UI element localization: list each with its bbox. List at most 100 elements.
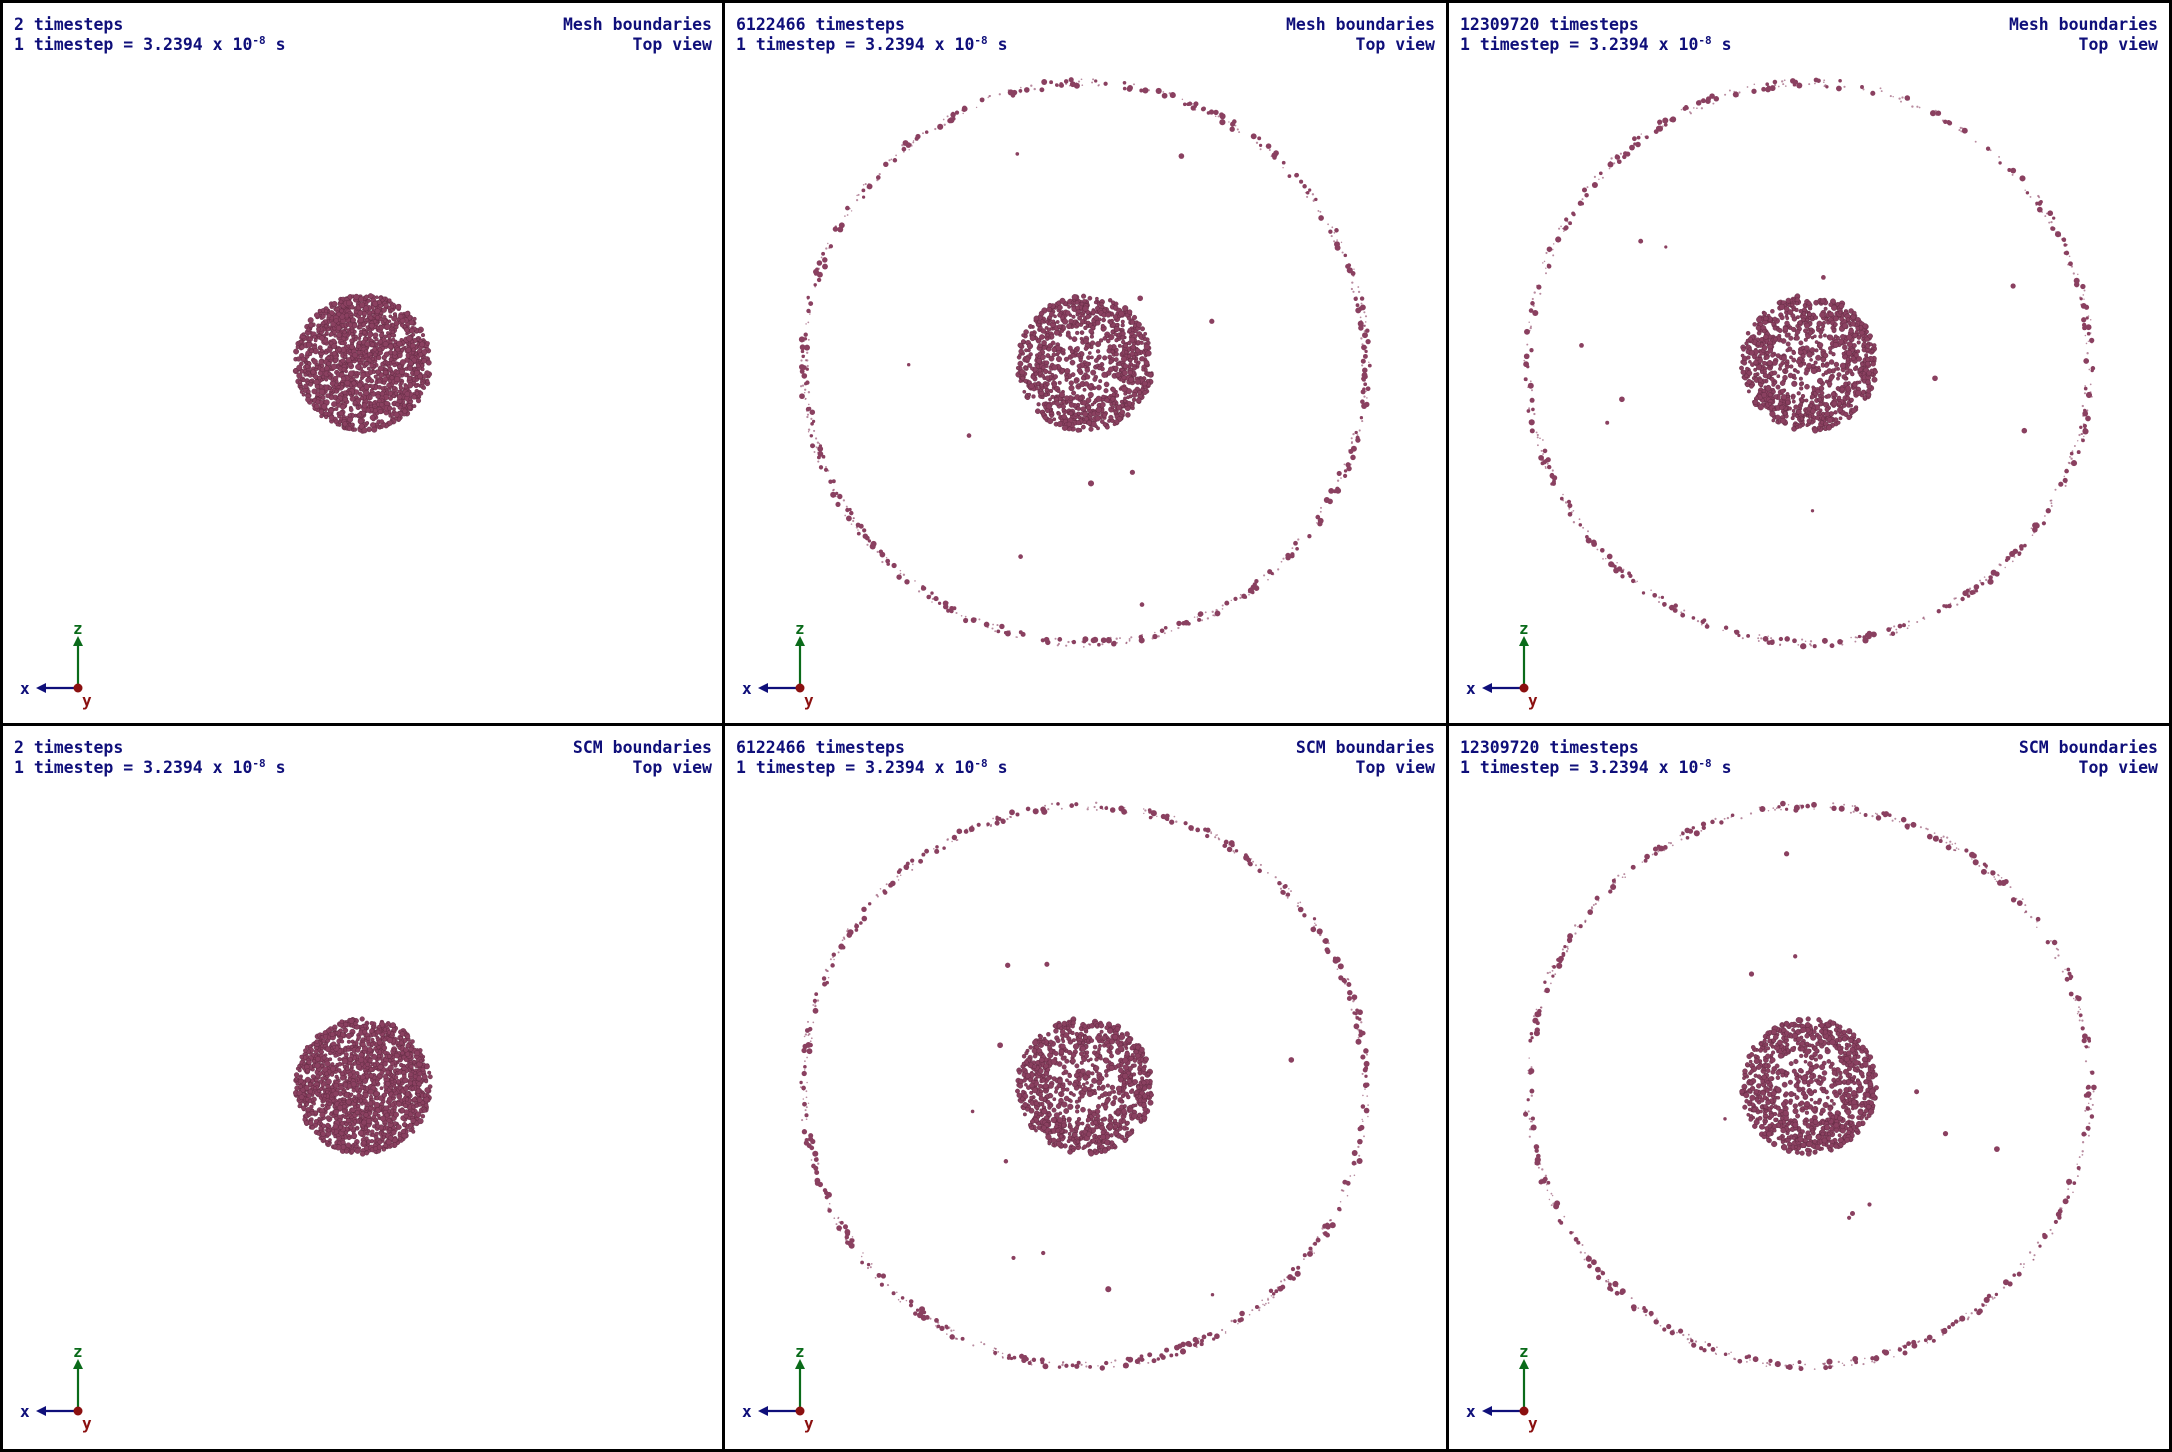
particle-ring [799, 801, 1370, 1371]
y-axis-label: y [804, 691, 814, 710]
particle-cluster [1739, 1016, 1879, 1157]
duration-unit: s [987, 35, 1008, 54]
y-axis-dot [73, 1406, 83, 1416]
duration-exponent: -8 [974, 34, 988, 47]
y-axis-dot [1519, 683, 1529, 693]
particle-ring [1523, 800, 2097, 1372]
panel-timestep-label: 2 timesteps 1 timestep = 3.2394 x 10-8 s [14, 738, 286, 778]
particle-cluster [1015, 1016, 1154, 1157]
duration-exponent: -8 [1698, 757, 1712, 770]
panel-scm-2-timesteps: z x y 2 timesteps 1 timestep = 3.2394 x 10… [0, 723, 726, 1452]
z-arrow-head [1519, 1359, 1529, 1369]
panel-timestep-label: 2 timesteps 1 timestep = 3.2394 x 10-8 s [14, 15, 286, 55]
duration-mantissa: 1 timestep = 3.2394 x 10 [1460, 758, 1699, 777]
duration-mantissa: 1 timestep = 3.2394 x 10 [736, 35, 975, 54]
axis-triad: z x y [742, 1342, 814, 1433]
timestep-duration: 1 timestep = 3.2394 x 10-8 s [1460, 35, 1732, 55]
panel-boundary-label: SCM boundaries Top view [1296, 738, 1435, 778]
x-arrow-head [758, 683, 768, 693]
duration-mantissa: 1 timestep = 3.2394 x 10 [14, 35, 253, 54]
z-axis-label: z [1519, 1342, 1529, 1361]
panel-boundary-label: SCM boundaries Top view [573, 738, 712, 778]
view-name: Top view [632, 758, 712, 777]
view-name: Top view [2078, 35, 2158, 54]
particle-cluster [293, 1016, 433, 1157]
panel-scm-12309720-timesteps: z x y 12309720 timesteps 1 timestep = 3.23… [1446, 723, 2172, 1452]
timestep-count: 6122466 timesteps [736, 15, 905, 34]
duration-exponent: -8 [252, 34, 266, 47]
duration-exponent: -8 [974, 757, 988, 770]
panel-timestep-label: 6122466 timesteps 1 timestep = 3.2394 x … [736, 738, 1008, 778]
x-arrow-head [758, 1406, 768, 1416]
panel-boundary-label: Mesh boundaries Top view [2009, 15, 2158, 55]
timestep-count: 12309720 timesteps [1460, 15, 1639, 34]
y-axis-label: y [82, 1414, 92, 1433]
duration-unit: s [265, 758, 286, 777]
view-name: Top view [1355, 758, 1435, 777]
timestep-count: 2 timesteps [14, 738, 124, 757]
stray-particles [1723, 851, 2000, 1220]
boundary-type: SCM boundaries [2018, 738, 2158, 757]
particle-view: z x y [20, 293, 433, 710]
duration-mantissa: 1 timestep = 3.2394 x 10 [1460, 35, 1699, 54]
x-axis-label: x [1466, 679, 1476, 698]
timestep-count: 6122466 timesteps [736, 738, 905, 757]
particle-cluster [1015, 293, 1154, 433]
axis-triad: z x y [1466, 1342, 1538, 1433]
x-axis-label: x [742, 1402, 752, 1421]
timestep-duration: 1 timestep = 3.2394 x 10-8 s [736, 35, 1008, 55]
duration-unit: s [987, 758, 1008, 777]
z-axis-label: z [73, 1342, 83, 1361]
duration-unit: s [265, 35, 286, 54]
axis-triad: z x y [20, 1342, 92, 1433]
x-arrow-head [1482, 1406, 1492, 1416]
z-arrow-head [73, 636, 83, 646]
z-arrow-head [795, 1359, 805, 1369]
boundary-type: Mesh boundaries [1285, 15, 1435, 34]
x-arrow-head [36, 683, 46, 693]
z-arrow-head [795, 636, 805, 646]
x-axis-label: x [20, 679, 30, 698]
duration-exponent: -8 [1698, 34, 1712, 47]
x-arrow-head [36, 1406, 46, 1416]
particle-ring [798, 77, 1372, 648]
y-axis-dot [1519, 1406, 1529, 1416]
timestep-duration: 1 timestep = 3.2394 x 10-8 s [14, 758, 286, 778]
boundary-type: SCM boundaries [1295, 738, 1435, 757]
timestep-duration: 1 timestep = 3.2394 x 10-8 s [736, 758, 1008, 778]
duration-mantissa: 1 timestep = 3.2394 x 10 [14, 758, 253, 777]
stray-particles [906, 152, 1215, 607]
z-axis-label: z [795, 1342, 805, 1361]
z-axis-label: z [1519, 619, 1529, 638]
particle-cluster [1739, 293, 1878, 434]
particle-ring [1523, 77, 2096, 650]
x-axis-label: x [1466, 1402, 1476, 1421]
view-name: Top view [1355, 35, 1435, 54]
view-name: Top view [632, 35, 712, 54]
y-axis-label: y [1528, 1414, 1538, 1433]
panel-mesh-12309720-timesteps: z x y 12309720 timesteps 1 timestep = 3.23… [1446, 0, 2172, 727]
z-axis-label: z [73, 619, 83, 638]
axis-triad: z x y [20, 619, 92, 710]
particle-view: z x y [20, 1016, 433, 1433]
z-arrow-head [73, 1359, 83, 1369]
boundary-type: SCM boundaries [572, 738, 712, 757]
boundary-type: Mesh boundaries [2008, 15, 2158, 34]
y-axis-dot [73, 683, 83, 693]
panel-timestep-label: 6122466 timesteps 1 timestep = 3.2394 x … [736, 15, 1008, 55]
panel-boundary-label: Mesh boundaries Top view [563, 15, 712, 55]
particle-view: z x y [1466, 77, 2096, 710]
x-arrow-head [1482, 683, 1492, 693]
timestep-count: 2 timesteps [14, 15, 124, 34]
particle-view: z x y [1466, 800, 2097, 1433]
particle-cluster [292, 293, 433, 434]
duration-unit: s [1711, 758, 1732, 777]
y-axis-label: y [1528, 691, 1538, 710]
stray-particles [1579, 238, 2028, 513]
stray-particles [970, 961, 1295, 1297]
duration-unit: s [1711, 35, 1732, 54]
x-axis-label: x [742, 679, 752, 698]
y-axis-dot [795, 1406, 805, 1416]
panel-mesh-2-timesteps: z x y 2 timesteps 1 timestep = 3.2394 x 10… [0, 0, 726, 727]
